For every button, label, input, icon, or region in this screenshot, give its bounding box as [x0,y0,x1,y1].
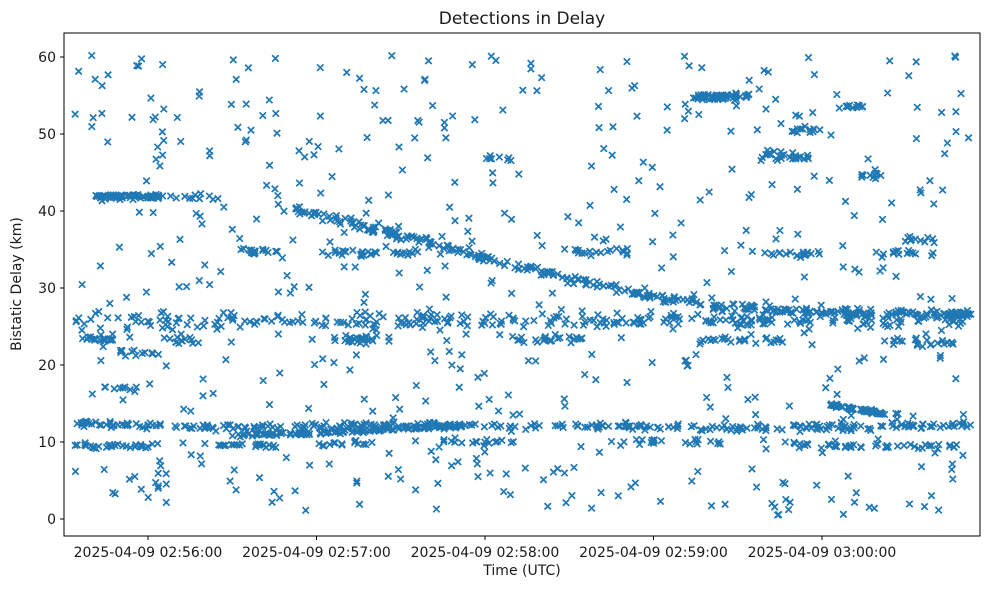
x-axis-label: Time (UTC) [482,563,560,579]
x-tick-label: 2025-04-09 02:57:00 [242,545,391,561]
x-tick-label: 2025-04-09 02:56:00 [74,545,223,561]
chart-title: Detections in Delay [439,9,606,29]
x-tick-label: 2025-04-09 02:58:00 [411,545,560,561]
x-tick-label: 2025-04-09 03:00:00 [748,545,897,561]
axis-ticks: 2025-04-09 02:56:00 2025-04-09 02:57:00 20… [38,50,896,561]
y-tick-label: 40 [38,204,56,220]
y-tick-label: 0 [47,512,56,528]
y-axis-label: Bistatic Delay (km) [9,217,25,351]
x-tick-label: 2025-04-09 02:59:00 [579,545,728,561]
scatter-points [71,51,975,519]
y-tick-label: 30 [38,281,56,297]
plot-border [63,32,981,537]
y-tick-label: 50 [38,127,56,143]
y-tick-label: 60 [38,50,56,66]
y-tick-label: 10 [38,435,56,451]
y-tick-label: 20 [38,358,56,374]
